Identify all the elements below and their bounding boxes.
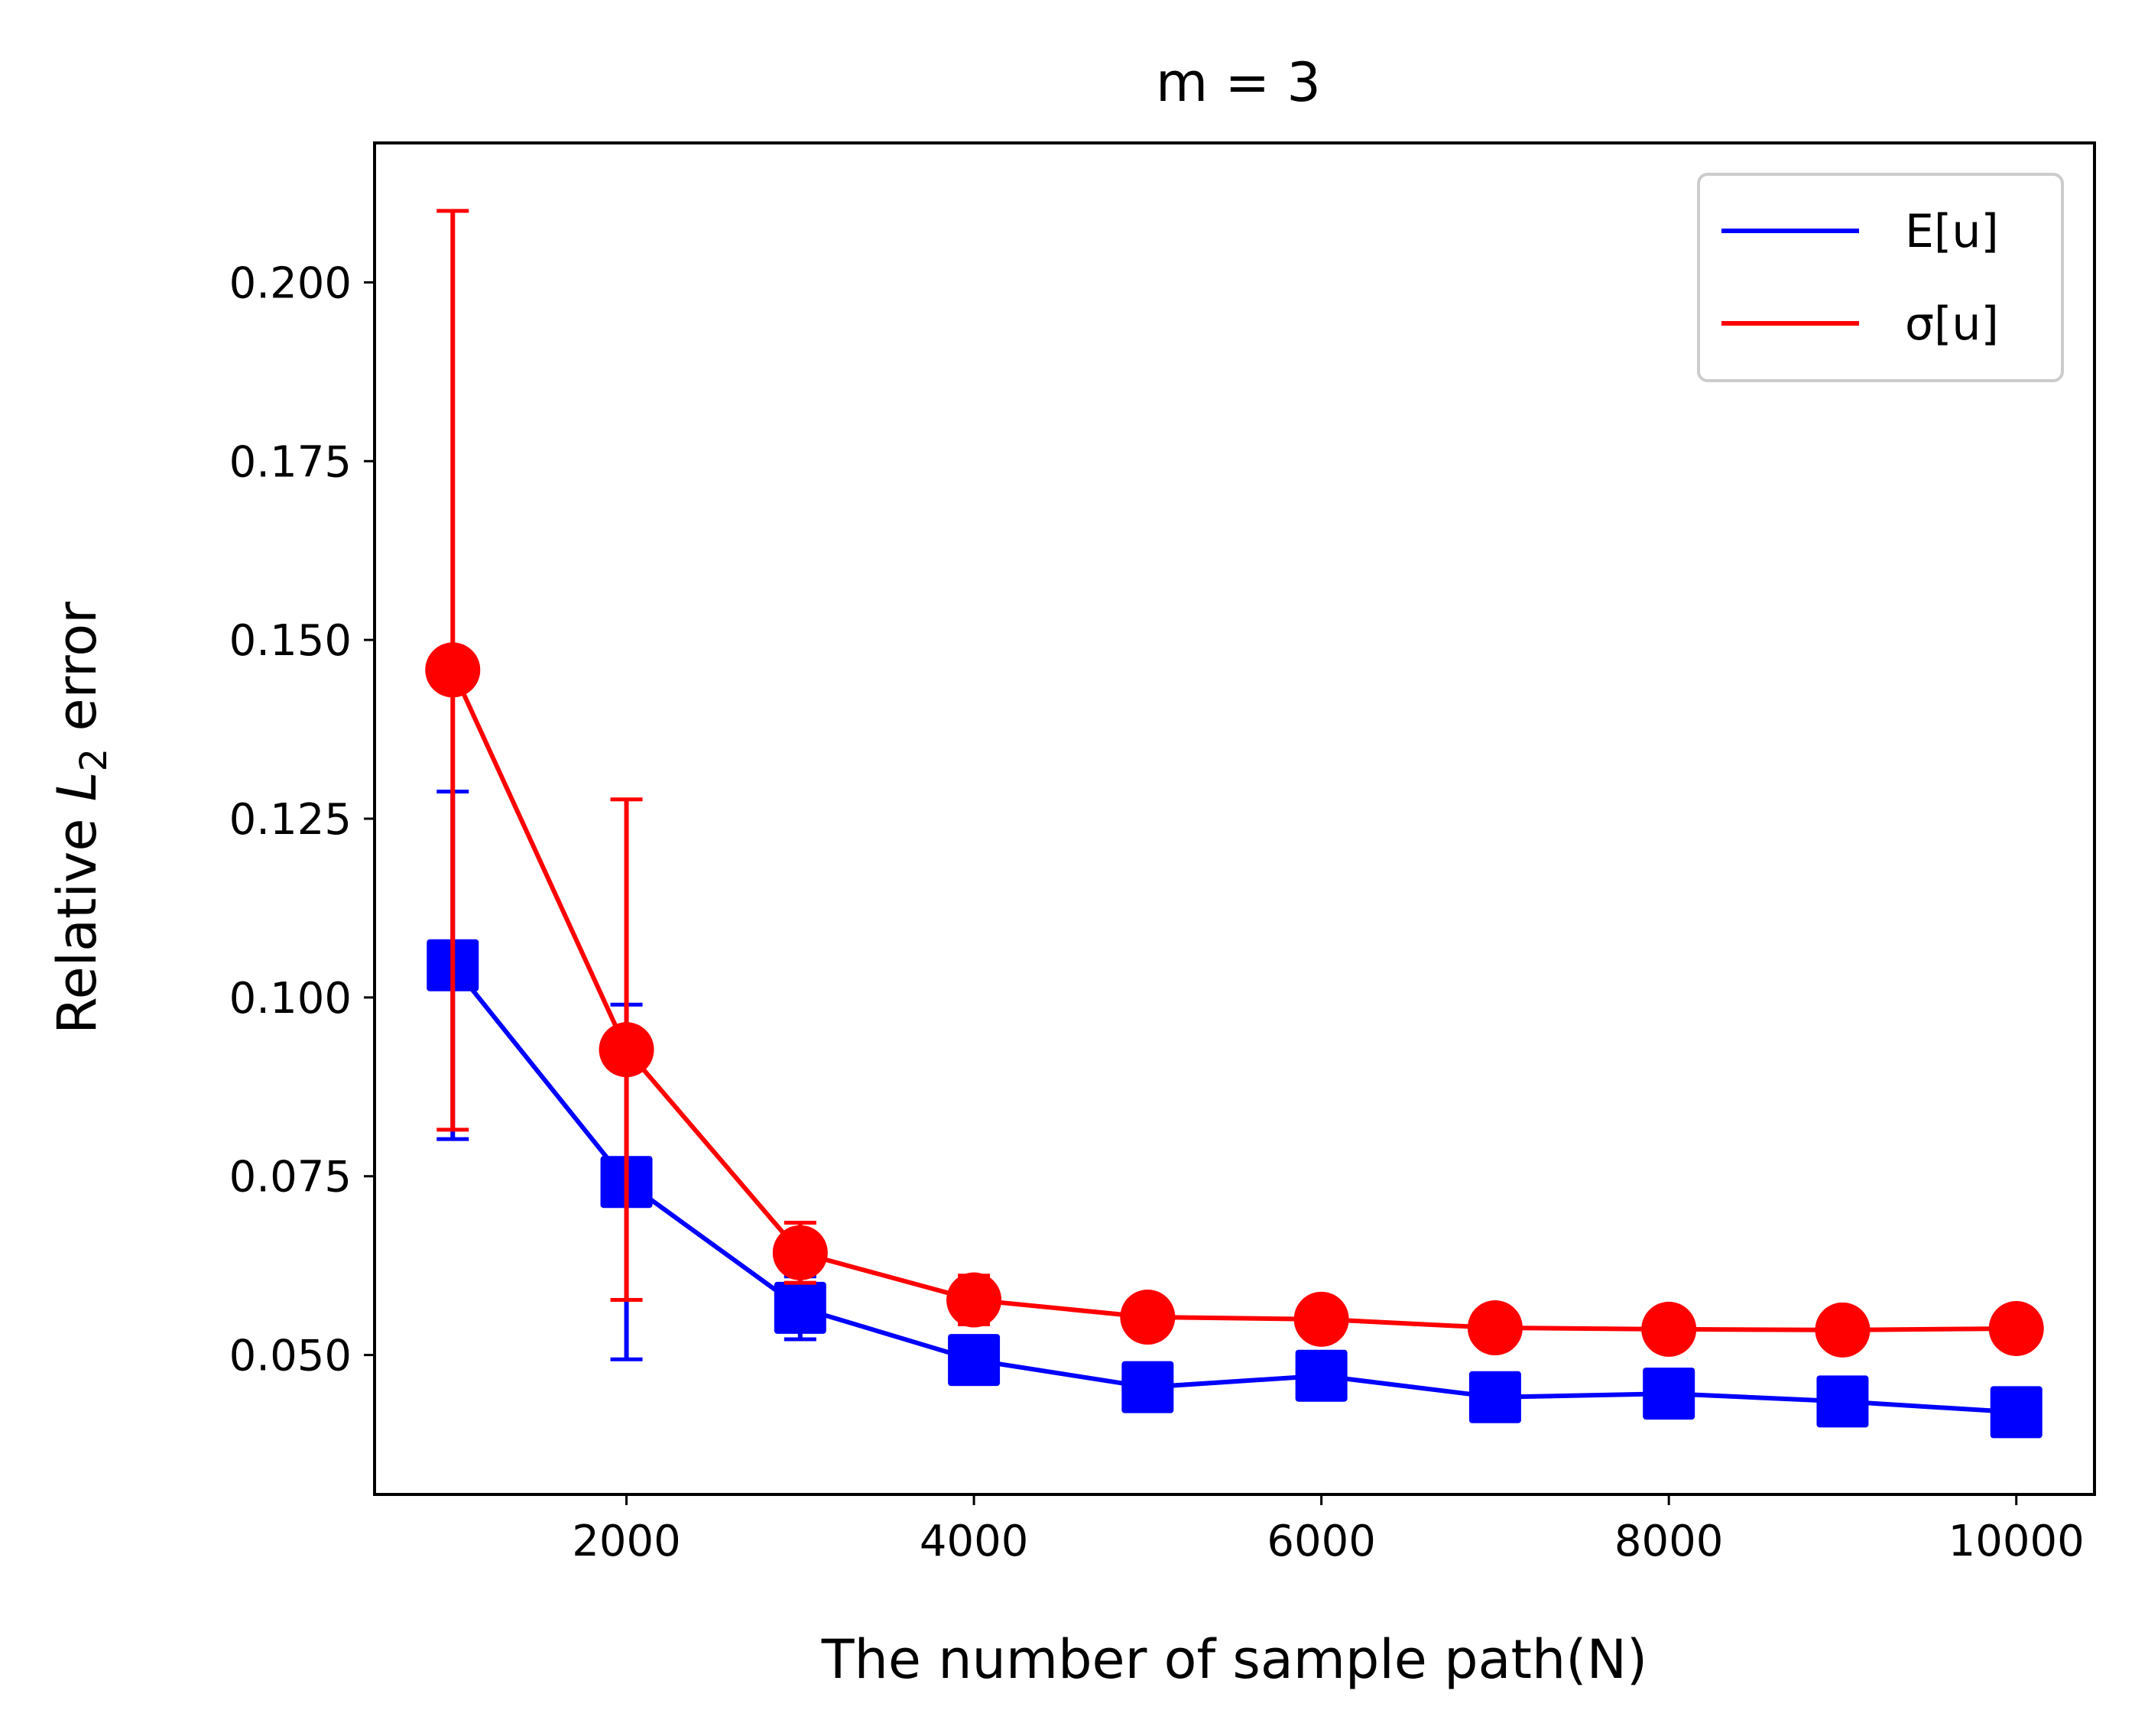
data-point-sigma (1293, 1291, 1349, 1347)
y-axis: 0.050 0.075 0.100 0.125 0.150 0.175 0.200 (229, 258, 375, 1381)
data-point-sigma (1988, 1300, 2044, 1356)
data-point-sigma (772, 1225, 828, 1280)
y-tick-label: 0.175 (229, 437, 352, 487)
y-tick-label: 0.100 (229, 974, 352, 1024)
data-point-eu (1295, 1349, 1348, 1402)
x-tick-label: 6000 (1267, 1517, 1376, 1566)
data-point-sigma (1120, 1290, 1176, 1345)
y-axis-label-suffix: error (46, 602, 109, 748)
legend-label-eu: E[u] (1905, 205, 1999, 258)
data-point-eu (1990, 1386, 2043, 1439)
data-point-sigma (599, 1022, 654, 1078)
data-point-sigma (425, 642, 481, 698)
data-point-eu (1816, 1375, 1869, 1428)
y-axis-label: Relative L2 error (46, 602, 115, 1034)
data-point-eu (774, 1281, 826, 1334)
legend-box (1697, 173, 2064, 382)
x-tick-label: 8000 (1614, 1517, 1724, 1566)
y-axis-label-math: L (46, 771, 109, 801)
y-tick-label: 0.150 (229, 616, 352, 666)
data-point-sigma (1467, 1300, 1523, 1356)
legend: E[u] σ[u] (1697, 173, 2064, 382)
y-tick-label: 0.050 (229, 1332, 352, 1381)
chart-title: m = 3 (1156, 51, 1321, 114)
data-point-sigma (1815, 1302, 1871, 1358)
legend-label-sigma: σ[u] (1905, 297, 1999, 351)
data-point-sigma (946, 1272, 1002, 1328)
x-tick-label: 4000 (920, 1517, 1029, 1566)
data-point-eu (1121, 1361, 1174, 1413)
series-sigma (425, 209, 2044, 1358)
x-axis: 2000 4000 6000 8000 10000 (572, 1494, 2085, 1566)
series-line-eu (450, 963, 2017, 1415)
y-tick-label: 0.075 (229, 1153, 352, 1202)
data-point-eu (948, 1334, 1001, 1387)
data-point-eu (1643, 1368, 1695, 1420)
y-axis-label-prefix: Relative (46, 801, 109, 1034)
data-point-sigma (1641, 1301, 1697, 1357)
series-line-sigma (450, 669, 2017, 1332)
y-tick-label: 0.200 (229, 258, 352, 308)
series-layer (425, 209, 2044, 1439)
y-tick-label: 0.125 (229, 795, 352, 845)
plot-area (373, 141, 2096, 1496)
x-tick-label: 10000 (1948, 1517, 2085, 1566)
x-axis-label: The number of sample path(N) (821, 1628, 1648, 1691)
y-axis-label-subscript: 2 (73, 748, 115, 772)
data-point-eu (1468, 1371, 1521, 1423)
x-tick-label: 2000 (572, 1517, 681, 1566)
